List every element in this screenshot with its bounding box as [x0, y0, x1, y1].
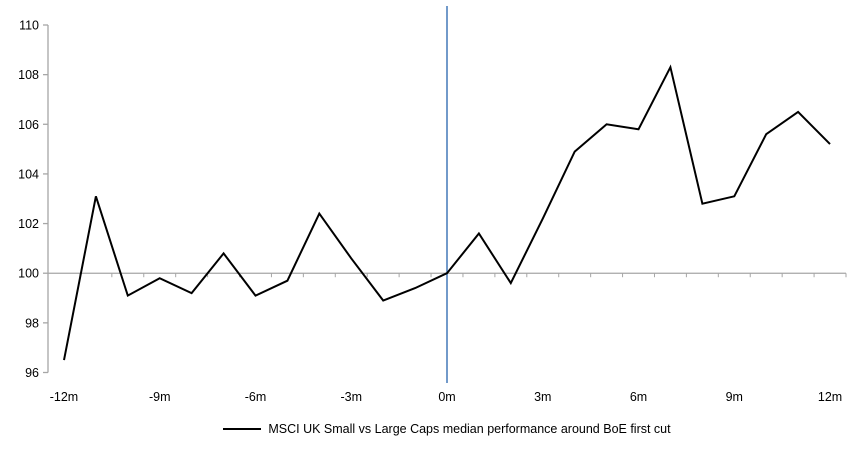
- legend-label: MSCI UK Small vs Large Caps median perfo…: [268, 422, 671, 436]
- y-tick-label: 104: [18, 167, 39, 181]
- x-tick-label: -6m: [245, 390, 267, 404]
- y-tick-label: 100: [18, 267, 39, 281]
- x-tick-label: 3m: [534, 390, 551, 404]
- y-tick-label: 96: [25, 366, 39, 380]
- x-tick-label: 6m: [630, 390, 647, 404]
- y-tick-label: 108: [18, 68, 39, 82]
- x-tick-label: 9m: [726, 390, 743, 404]
- y-tick-label: 102: [18, 217, 39, 231]
- series-line: [63, 64, 831, 361]
- chart-legend: MSCI UK Small vs Large Caps median perfo…: [48, 418, 846, 440]
- x-tick-label: -9m: [149, 390, 171, 404]
- y-tick-label: 106: [18, 118, 39, 132]
- x-tick-label: -3m: [340, 390, 362, 404]
- y-tick-label: 110: [19, 19, 39, 33]
- x-tick-label: 0m: [438, 390, 455, 404]
- legend-line-swatch: [223, 428, 262, 430]
- x-tick-label: -12m: [50, 390, 78, 404]
- y-tick-label: 98: [25, 316, 39, 330]
- x-tick-label: 12m: [818, 390, 842, 404]
